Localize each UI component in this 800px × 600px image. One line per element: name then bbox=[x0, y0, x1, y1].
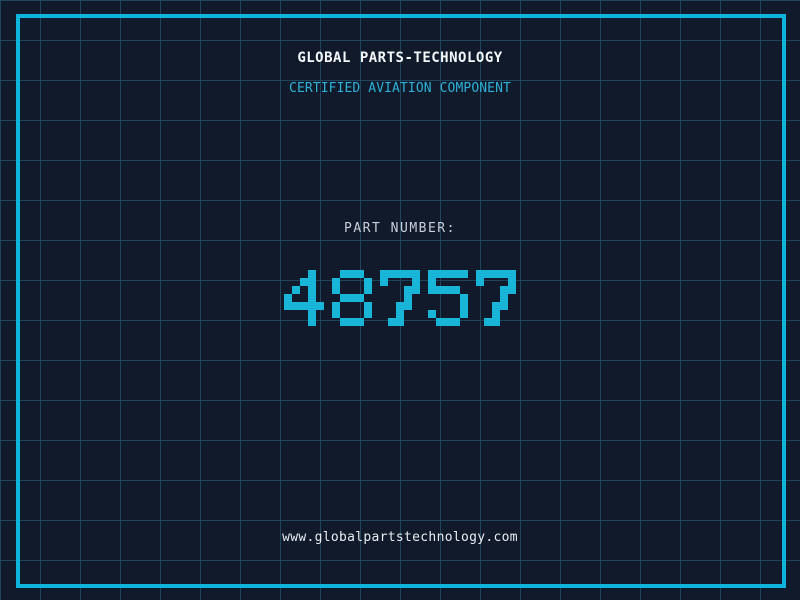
part-number-label: PART NUMBER: bbox=[344, 221, 456, 236]
certification-subtitle: CERTIFIED AVIATION COMPONENT bbox=[289, 81, 511, 96]
pixel-digit bbox=[428, 270, 468, 326]
frame-border bbox=[16, 14, 786, 588]
website-url: www.globalpartstechnology.com bbox=[282, 530, 518, 545]
pixel-digit bbox=[332, 270, 372, 326]
pixel-digit bbox=[284, 270, 324, 326]
pixel-digit bbox=[380, 270, 420, 326]
company-title: GLOBAL PARTS-TECHNOLOGY bbox=[297, 50, 503, 66]
pixel-digit bbox=[476, 270, 516, 326]
part-number-value bbox=[0, 270, 800, 326]
